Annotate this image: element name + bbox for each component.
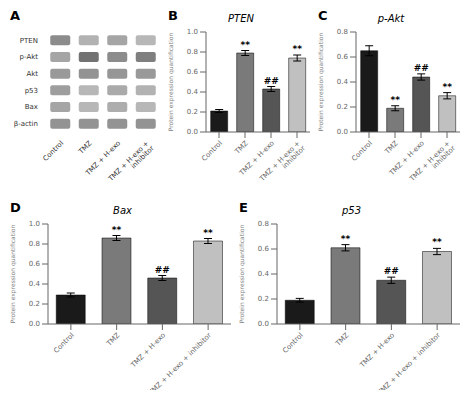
svg-text:0.4: 0.4 — [187, 88, 199, 96]
svg-text:0.0: 0.0 — [337, 128, 348, 136]
html-text:p53: p53 — [342, 205, 361, 216]
svg-text:**: ** — [292, 44, 302, 54]
svg-text:β-actin: β-actin — [14, 120, 38, 128]
svg-text:p-Akt: p-Akt — [20, 53, 39, 61]
svg-text:Protein expression quantificat: Protein expression quantification — [167, 33, 175, 132]
svg-text:0.8: 0.8 — [337, 28, 348, 36]
svg-text:TMZ: TMZ — [104, 331, 121, 348]
svg-text:0.4: 0.4 — [337, 78, 349, 86]
svg-text:Protein expression quantificat: Protein expression quantification — [9, 225, 17, 324]
svg-text:TMZ + H-exo: TMZ + H-exo — [129, 331, 168, 370]
svg-text:Control: Control — [42, 139, 66, 163]
svg-text:0.6: 0.6 — [187, 68, 199, 76]
svg-text:##: ## — [155, 265, 170, 275]
svg-text:TMZ + H-exo +inhibitor: TMZ + H-exo +inhibitor — [258, 139, 307, 188]
svg-text:0.2: 0.2 — [29, 300, 40, 308]
svg-text:**: ** — [432, 237, 442, 247]
svg-text:0.4: 0.4 — [29, 280, 41, 288]
svg-text:0.0: 0.0 — [258, 320, 269, 328]
svg-text:**: ** — [390, 95, 400, 105]
svg-text:**: ** — [240, 40, 250, 50]
svg-text:0.0: 0.0 — [29, 320, 40, 328]
svg-text:TMZ: TMZ — [383, 139, 400, 156]
svg-text:p53: p53 — [25, 87, 38, 95]
svg-text:**: ** — [203, 228, 213, 238]
svg-text:Control: Control — [281, 331, 305, 355]
svg-text:0.8: 0.8 — [29, 240, 40, 248]
svg-text:0.4: 0.4 — [258, 270, 270, 278]
svg-text:1.0: 1.0 — [187, 28, 198, 36]
svg-text:TMZ + H-exo: TMZ + H-exo — [238, 139, 276, 178]
svg-text:Control: Control — [350, 139, 374, 163]
svg-text:TMZ + H-exo +inhibitor: TMZ + H-exo +inhibitor — [408, 139, 457, 188]
html-text:D: D — [10, 200, 21, 215]
svg-text:0.2: 0.2 — [187, 108, 198, 116]
svg-text:TMZ + H-exo + inhibitor: TMZ + H-exo + inhibitor — [147, 331, 214, 390]
svg-text:Protein expression quantificat: Protein expression quantification — [317, 33, 325, 132]
html-text:E: E — [239, 200, 248, 215]
svg-text:TMZ + H-exo +inhibitor: TMZ + H-exo +inhibitor — [106, 139, 155, 188]
svg-text:Control: Control — [52, 331, 76, 355]
svg-text:TMZ: TMZ — [333, 331, 350, 348]
svg-text:0.6: 0.6 — [337, 53, 349, 61]
svg-text:TMZ + H-exo: TMZ + H-exo — [84, 139, 123, 178]
svg-text:PTEN: PTEN — [20, 37, 38, 45]
svg-text:0.8: 0.8 — [258, 220, 269, 228]
svg-text:**: ** — [112, 225, 122, 235]
html-text:PTEN: PTEN — [228, 13, 254, 24]
svg-text:TMZ + H-exo + inhibitor: TMZ + H-exo + inhibitor — [376, 331, 443, 390]
svg-text:TMZ + H-exo: TMZ + H-exo — [388, 139, 426, 178]
svg-text:1.0: 1.0 — [29, 220, 40, 228]
svg-text:0.2: 0.2 — [337, 103, 348, 111]
svg-text:Protein expression quantificat: Protein expression quantification — [238, 225, 246, 324]
svg-text:##: ## — [264, 76, 279, 86]
svg-text:0.2: 0.2 — [258, 295, 269, 303]
html-text:B: B — [168, 8, 178, 23]
svg-text:TMZ: TMZ — [77, 139, 94, 156]
svg-text:Akt: Akt — [26, 70, 38, 78]
html-text:C: C — [318, 8, 328, 23]
svg-text:TMZ + H-exo: TMZ + H-exo — [358, 331, 397, 370]
svg-text:0.6: 0.6 — [29, 260, 41, 268]
svg-text:Control: Control — [200, 139, 224, 163]
svg-text:**: ** — [442, 82, 452, 92]
svg-text:TMZ: TMZ — [233, 139, 250, 156]
svg-text:##: ## — [414, 63, 429, 73]
svg-text:0.6: 0.6 — [258, 245, 270, 253]
svg-text:0.0: 0.0 — [187, 128, 198, 136]
html-text:p-Akt: p-Akt — [377, 13, 405, 24]
html-text:A: A — [10, 8, 21, 23]
svg-text:**: ** — [341, 234, 351, 244]
html-text:Bax: Bax — [113, 205, 132, 216]
svg-text:0.8: 0.8 — [187, 48, 198, 56]
svg-text:##: ## — [384, 266, 399, 276]
svg-text:Bax: Bax — [25, 103, 38, 111]
